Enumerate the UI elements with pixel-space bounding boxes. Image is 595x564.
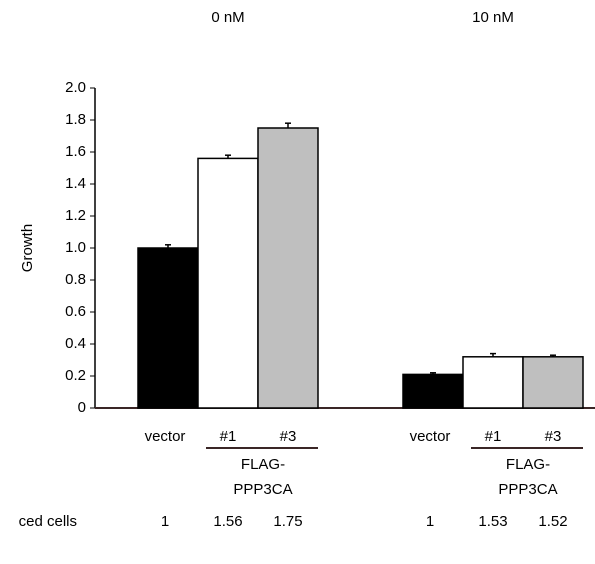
x-tick-label: #3 (545, 428, 562, 445)
x-tick-label: #3 (280, 428, 297, 445)
bar (402, 373, 464, 409)
y-tick-label: 0 (78, 399, 86, 416)
x-tick-label: #1 (485, 428, 502, 445)
y-tick-label: 1.2 (65, 207, 86, 224)
bar (137, 247, 199, 409)
y-tick-label: 0.4 (65, 335, 86, 352)
y-tick-label: 0.2 (65, 367, 86, 384)
x-tick-label: vector (410, 428, 451, 445)
y-tick-label: 1.0 (65, 239, 86, 256)
ratio-label: 1 (426, 513, 434, 530)
bar (257, 127, 319, 409)
group-label: FLAG- (241, 456, 285, 473)
y-tick-label: 0.6 (65, 303, 86, 320)
group-title: 10 nM (472, 9, 514, 26)
group-title: 0 nM (211, 9, 244, 26)
ratio-label: 1.52 (538, 513, 567, 530)
y-tick-label: 1.6 (65, 143, 86, 160)
y-tick-label: 1.4 (65, 175, 86, 192)
row-label: ced cells (19, 513, 77, 530)
ratio-label: 1 (161, 513, 169, 530)
ratio-label: 1.75 (273, 513, 302, 530)
y-tick-label: 1.8 (65, 111, 86, 128)
group-label: PPP3CA (498, 481, 557, 498)
x-tick-label: vector (145, 428, 186, 445)
group-label: FLAG- (506, 456, 550, 473)
y-axis-label: Growth (19, 224, 36, 272)
x-tick-label: #1 (220, 428, 237, 445)
ratio-label: 1.56 (213, 513, 242, 530)
bar (462, 356, 524, 409)
bar (522, 356, 584, 409)
bar (197, 157, 259, 409)
y-tick-label: 0.8 (65, 271, 86, 288)
group-label: PPP3CA (233, 481, 292, 498)
y-tick-label: 2.0 (65, 79, 86, 96)
ratio-label: 1.53 (478, 513, 507, 530)
